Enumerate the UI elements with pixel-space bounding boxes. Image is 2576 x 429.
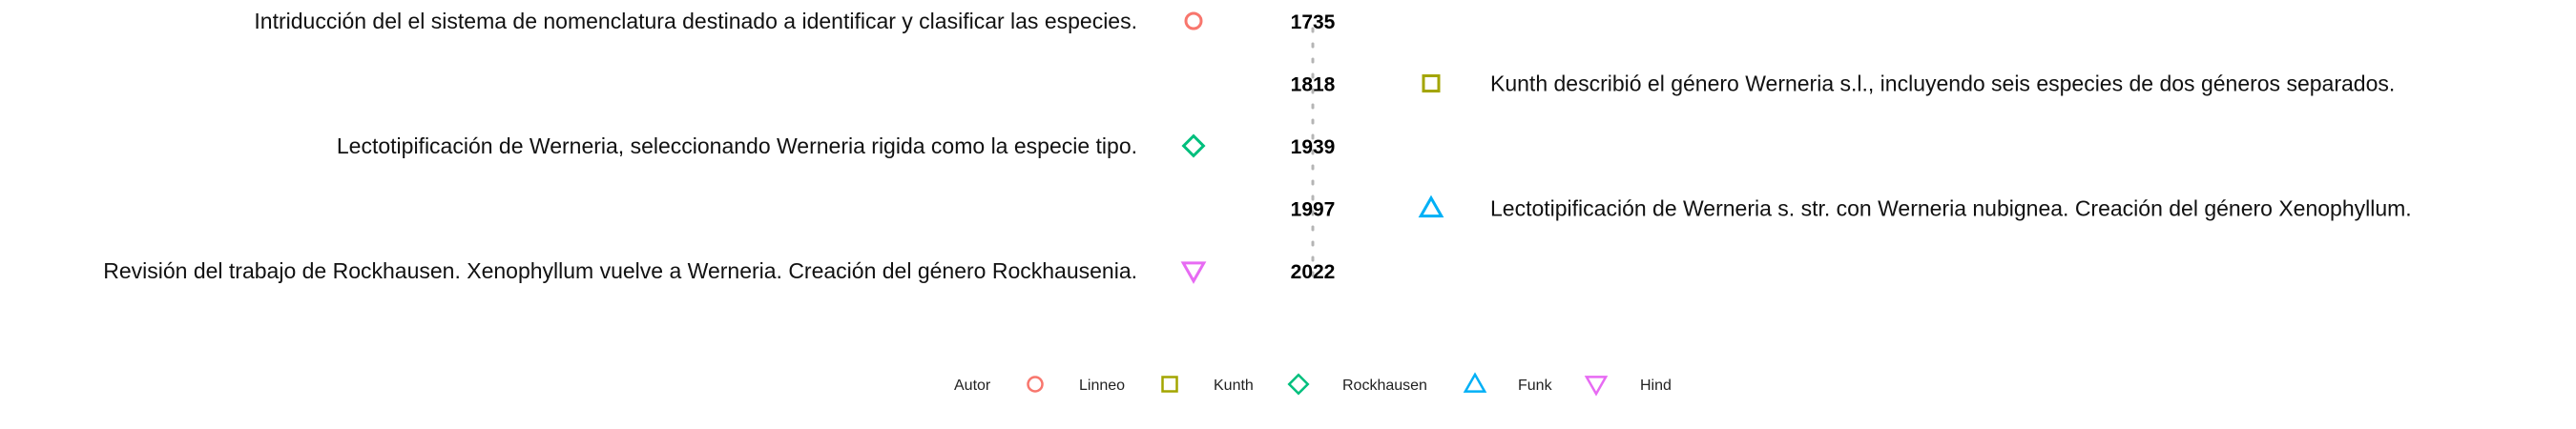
legend-marker-hind <box>1584 376 1609 397</box>
event-year: 2022 <box>1291 261 1336 283</box>
legend-label-funk: Funk <box>1518 378 1553 394</box>
legend-label-kunth: Kunth <box>1214 378 1254 394</box>
event-marker-rockhausen <box>1181 133 1206 158</box>
legend-marker-rockhausen <box>1287 373 1310 396</box>
event-year: 1939 <box>1291 136 1336 158</box>
legend-marker-kunth <box>1161 376 1178 393</box>
events-layer: 1735 Intriducción del el sistema de nomen… <box>103 9 2412 284</box>
event-description: Intriducción del el sistema de nomenclat… <box>254 9 1137 33</box>
event-description: Lectotipificación de Werneria, seleccion… <box>337 133 1137 158</box>
event-marker-hind <box>1180 261 1207 284</box>
event-year: 1818 <box>1291 74 1336 96</box>
event-marker-kunth <box>1422 74 1441 92</box>
event-description: Revisión del trabajo de Rockhausen. Xeno… <box>103 258 1137 283</box>
event-description: Kunth describió el género Werneria s.l.,… <box>1490 72 2395 96</box>
legend-label-rockhausen: Rockhausen <box>1342 378 1427 394</box>
legend-marker-linneo <box>1027 376 1044 393</box>
legend: Autor Linneo Kunth Rockhausen Funk Hind <box>954 372 1672 397</box>
event-year: 1735 <box>1291 11 1336 33</box>
event-year: 1997 <box>1291 199 1336 221</box>
legend-marker-funk <box>1463 372 1487 393</box>
legend-title: Autor <box>954 378 991 394</box>
event-marker-linneo <box>1184 11 1203 31</box>
legend-label-hind: Hind <box>1640 378 1672 394</box>
event-marker-funk <box>1418 194 1444 218</box>
legend-label-linneo: Linneo <box>1079 378 1125 394</box>
event-description: Lectotipificación de Werneria s. str. co… <box>1490 196 2412 221</box>
